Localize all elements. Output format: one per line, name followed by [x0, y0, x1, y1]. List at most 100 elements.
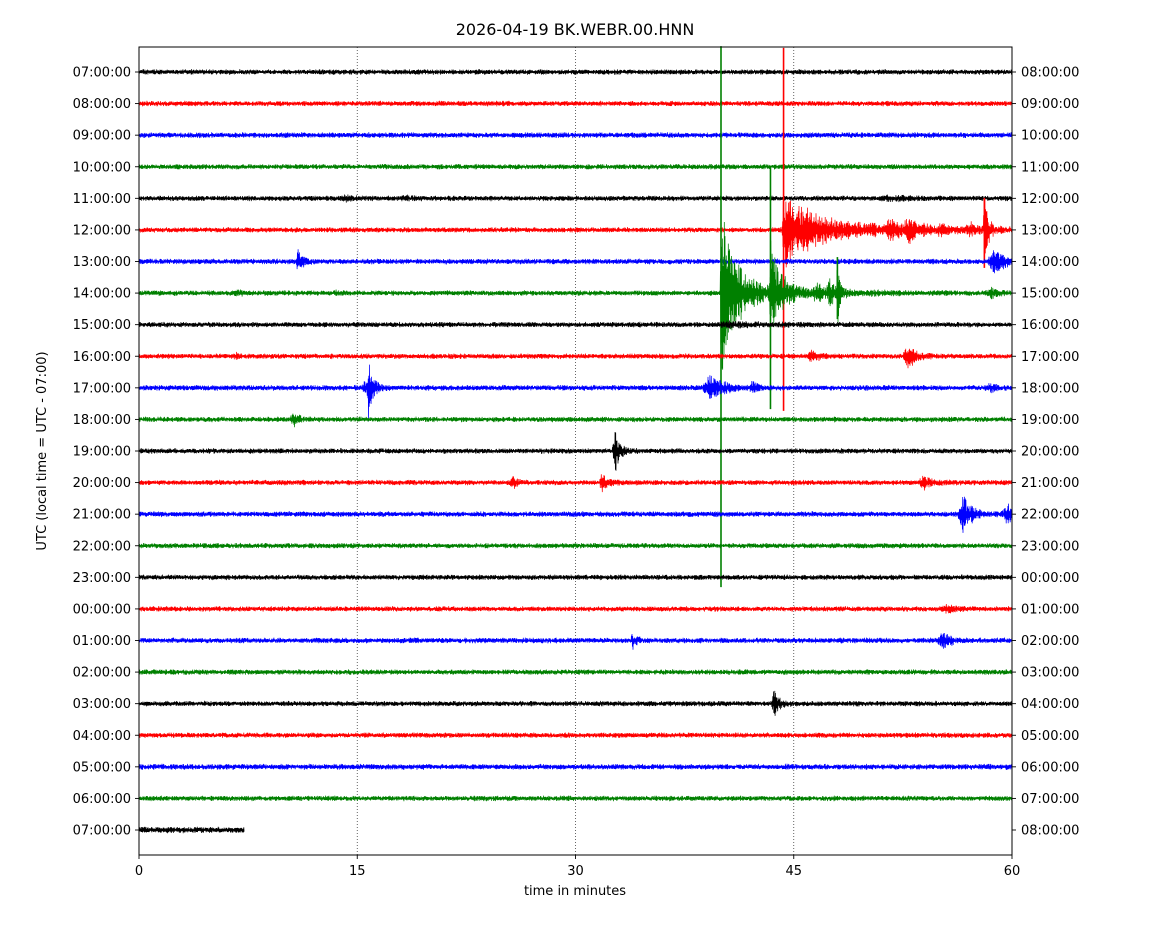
trace-row [138, 320, 1013, 329]
tick-label-layer: 07:00:00 08:00:00 08:00:00 09:00:00 09:00:00… [73, 66, 1080, 880]
seismic-trace [138, 364, 1013, 422]
seismic-trace [138, 194, 1013, 203]
y-tick-label-left: 11:00:00 [73, 192, 131, 207]
seismic-trace [138, 221, 1013, 370]
y-tick-label-right: 02:00:00 [1021, 634, 1079, 649]
chart-title: 2026-04-19 BK.WEBR.00.HNN [456, 20, 695, 39]
y-tick-label-left: 12:00:00 [73, 223, 131, 238]
y-tick-label-left: 08:00:00 [73, 97, 131, 112]
y-tick-label-right: 23:00:00 [1021, 539, 1079, 554]
y-tick-label-right: 10:00:00 [1021, 129, 1079, 144]
y-tick-label-right: 13:00:00 [1021, 223, 1079, 238]
y-tick-label-left: 03:00:00 [73, 697, 131, 712]
seismic-trace [138, 732, 1013, 739]
y-tick-label-left: 09:00:00 [73, 129, 131, 144]
y-tick-label-left: 17:00:00 [73, 381, 131, 396]
seismic-trace [138, 474, 1013, 493]
y-tick-label-right: 12:00:00 [1021, 192, 1079, 207]
x-tick-label: 60 [1004, 864, 1021, 879]
y-tick-label-left: 23:00:00 [73, 571, 131, 586]
seismic-trace [138, 632, 1013, 650]
y-tick-label-right: 08:00:00 [1021, 66, 1079, 81]
y-tick-label-left: 18:00:00 [73, 413, 131, 428]
trace-row [138, 132, 1013, 139]
x-tick-label: 0 [135, 864, 143, 879]
y-tick-label-left: 01:00:00 [73, 634, 131, 649]
seismic-trace [138, 348, 1013, 369]
seismic-trace [138, 795, 1013, 802]
y-tick-label-right: 06:00:00 [1021, 760, 1079, 775]
seismic-trace [138, 199, 1013, 268]
trace-row [138, 46, 1013, 588]
y-tick-label-left: 14:00:00 [73, 287, 131, 302]
trace-row [138, 348, 1013, 369]
seismic-trace [138, 603, 1013, 614]
y-tick-label-right: 07:00:00 [1021, 792, 1079, 807]
trace-row [138, 795, 1013, 802]
seismic-trace [138, 690, 1013, 716]
y-tick-label-right: 21:00:00 [1021, 476, 1079, 491]
seismic-trace [138, 826, 245, 834]
y-tick-label-left: 13:00:00 [73, 255, 131, 270]
trace-row [138, 669, 1013, 675]
y-tick-label-left: 07:00:00 [73, 66, 131, 81]
y-tick-label-left: 15:00:00 [73, 318, 131, 333]
y-tick-label-left: 10:00:00 [73, 160, 131, 175]
seismic-trace [138, 496, 1013, 533]
trace-row [138, 603, 1013, 614]
y-tick-label-left: 20:00:00 [73, 476, 131, 491]
seismic-trace [138, 413, 1013, 428]
y-tick-label-right: 15:00:00 [1021, 287, 1079, 302]
trace-row [138, 763, 1013, 770]
y-tick-label-left: 16:00:00 [73, 350, 131, 365]
seismic-trace [138, 132, 1013, 139]
trace-row [138, 826, 245, 834]
seismic-trace [138, 574, 1013, 581]
trace-row [138, 249, 1013, 274]
y-tick-label-right: 08:00:00 [1021, 824, 1079, 839]
seismic-trace [138, 69, 1013, 75]
y-tick-label-right: 20:00:00 [1021, 445, 1079, 460]
x-tick-label: 30 [567, 864, 584, 879]
trace-row [138, 413, 1013, 428]
x-tick-label: 45 [785, 864, 802, 879]
y-tick-label-right: 17:00:00 [1021, 350, 1079, 365]
y-tick-label-right: 11:00:00 [1021, 160, 1079, 175]
trace-row [138, 690, 1013, 716]
seismic-trace [138, 100, 1013, 107]
x-axis-label: time in minutes [524, 884, 626, 899]
y-tick-label-left: 02:00:00 [73, 666, 131, 681]
y-tick-label-right: 05:00:00 [1021, 729, 1079, 744]
trace-row [138, 163, 1013, 170]
y-tick-label-left: 00:00:00 [73, 602, 131, 617]
y-tick-label-right: 01:00:00 [1021, 602, 1079, 617]
trace-row [138, 732, 1013, 739]
y-tick-label-left: 05:00:00 [73, 760, 131, 775]
x-tick-label: 15 [349, 864, 366, 879]
seismic-trace [138, 542, 1013, 549]
trace-row [138, 474, 1013, 493]
seismic-trace [138, 763, 1013, 770]
trace-row [138, 574, 1013, 581]
y-tick-label-right: 00:00:00 [1021, 571, 1079, 586]
trace-row [138, 47, 1013, 411]
trace-row [138, 542, 1013, 549]
y-tick-label-right: 09:00:00 [1021, 97, 1079, 112]
seismic-trace [138, 669, 1013, 675]
y-tick-label-left: 22:00:00 [73, 539, 131, 554]
y-tick-label-right: 18:00:00 [1021, 381, 1079, 396]
trace-row [138, 194, 1013, 203]
trace-row [138, 364, 1013, 422]
y-tick-label-right: 19:00:00 [1021, 413, 1079, 428]
y-tick-label-right: 14:00:00 [1021, 255, 1079, 270]
y-tick-label-right: 16:00:00 [1021, 318, 1079, 333]
trace-row [138, 632, 1013, 650]
y-axis-label: UTC (local time = UTC - 07:00) [35, 351, 50, 550]
seismic-trace [138, 163, 1013, 170]
trace-row [138, 432, 1013, 471]
y-tick-label-left: 21:00:00 [73, 508, 131, 523]
y-tick-label-left: 06:00:00 [73, 792, 131, 807]
trace-row [138, 496, 1013, 533]
